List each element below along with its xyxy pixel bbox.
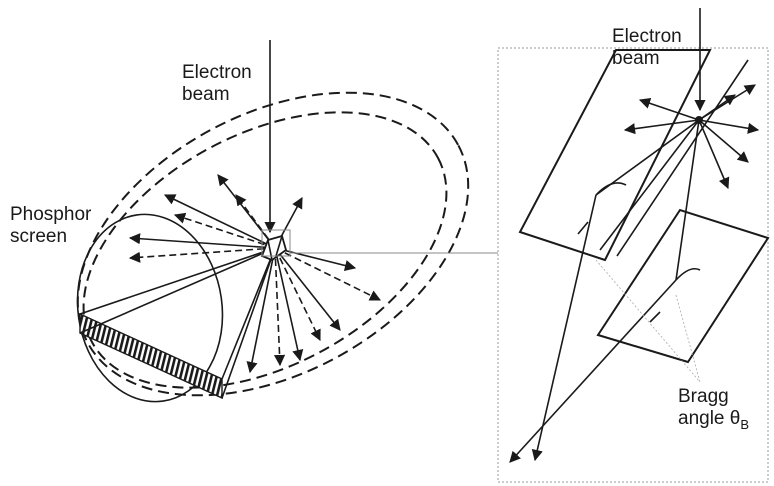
backscatter-rays xyxy=(128,174,357,374)
phosphor-screen-label: Phosphor screen xyxy=(10,204,92,247)
electron-beam-label-left: Electron beam xyxy=(182,62,252,105)
electron-beam-label-right: Electron beam xyxy=(612,26,682,69)
bragg-subscript: B xyxy=(740,416,750,432)
zoom-box xyxy=(261,229,291,257)
phosphor-screen xyxy=(76,213,224,403)
bragg-angle-marks xyxy=(577,182,701,323)
diffraction-cone-inner xyxy=(82,111,448,389)
bragg-angle-label: Bragg angle θB xyxy=(678,386,750,432)
backscatter-rays-dashed xyxy=(128,194,382,367)
screen-projection-lines xyxy=(79,247,276,399)
bragg-label-leaders xyxy=(595,259,701,383)
lattice-plane-lower xyxy=(596,208,770,364)
sample-crystal xyxy=(260,234,288,262)
bragg-theta-symbol: θ xyxy=(729,408,741,429)
scattered-rays xyxy=(623,84,760,190)
diffracted-rays xyxy=(509,119,700,463)
lattice-plane-middle xyxy=(616,59,749,257)
diffraction-cone-outer xyxy=(76,91,470,397)
lattice-plane-upper xyxy=(518,49,712,262)
